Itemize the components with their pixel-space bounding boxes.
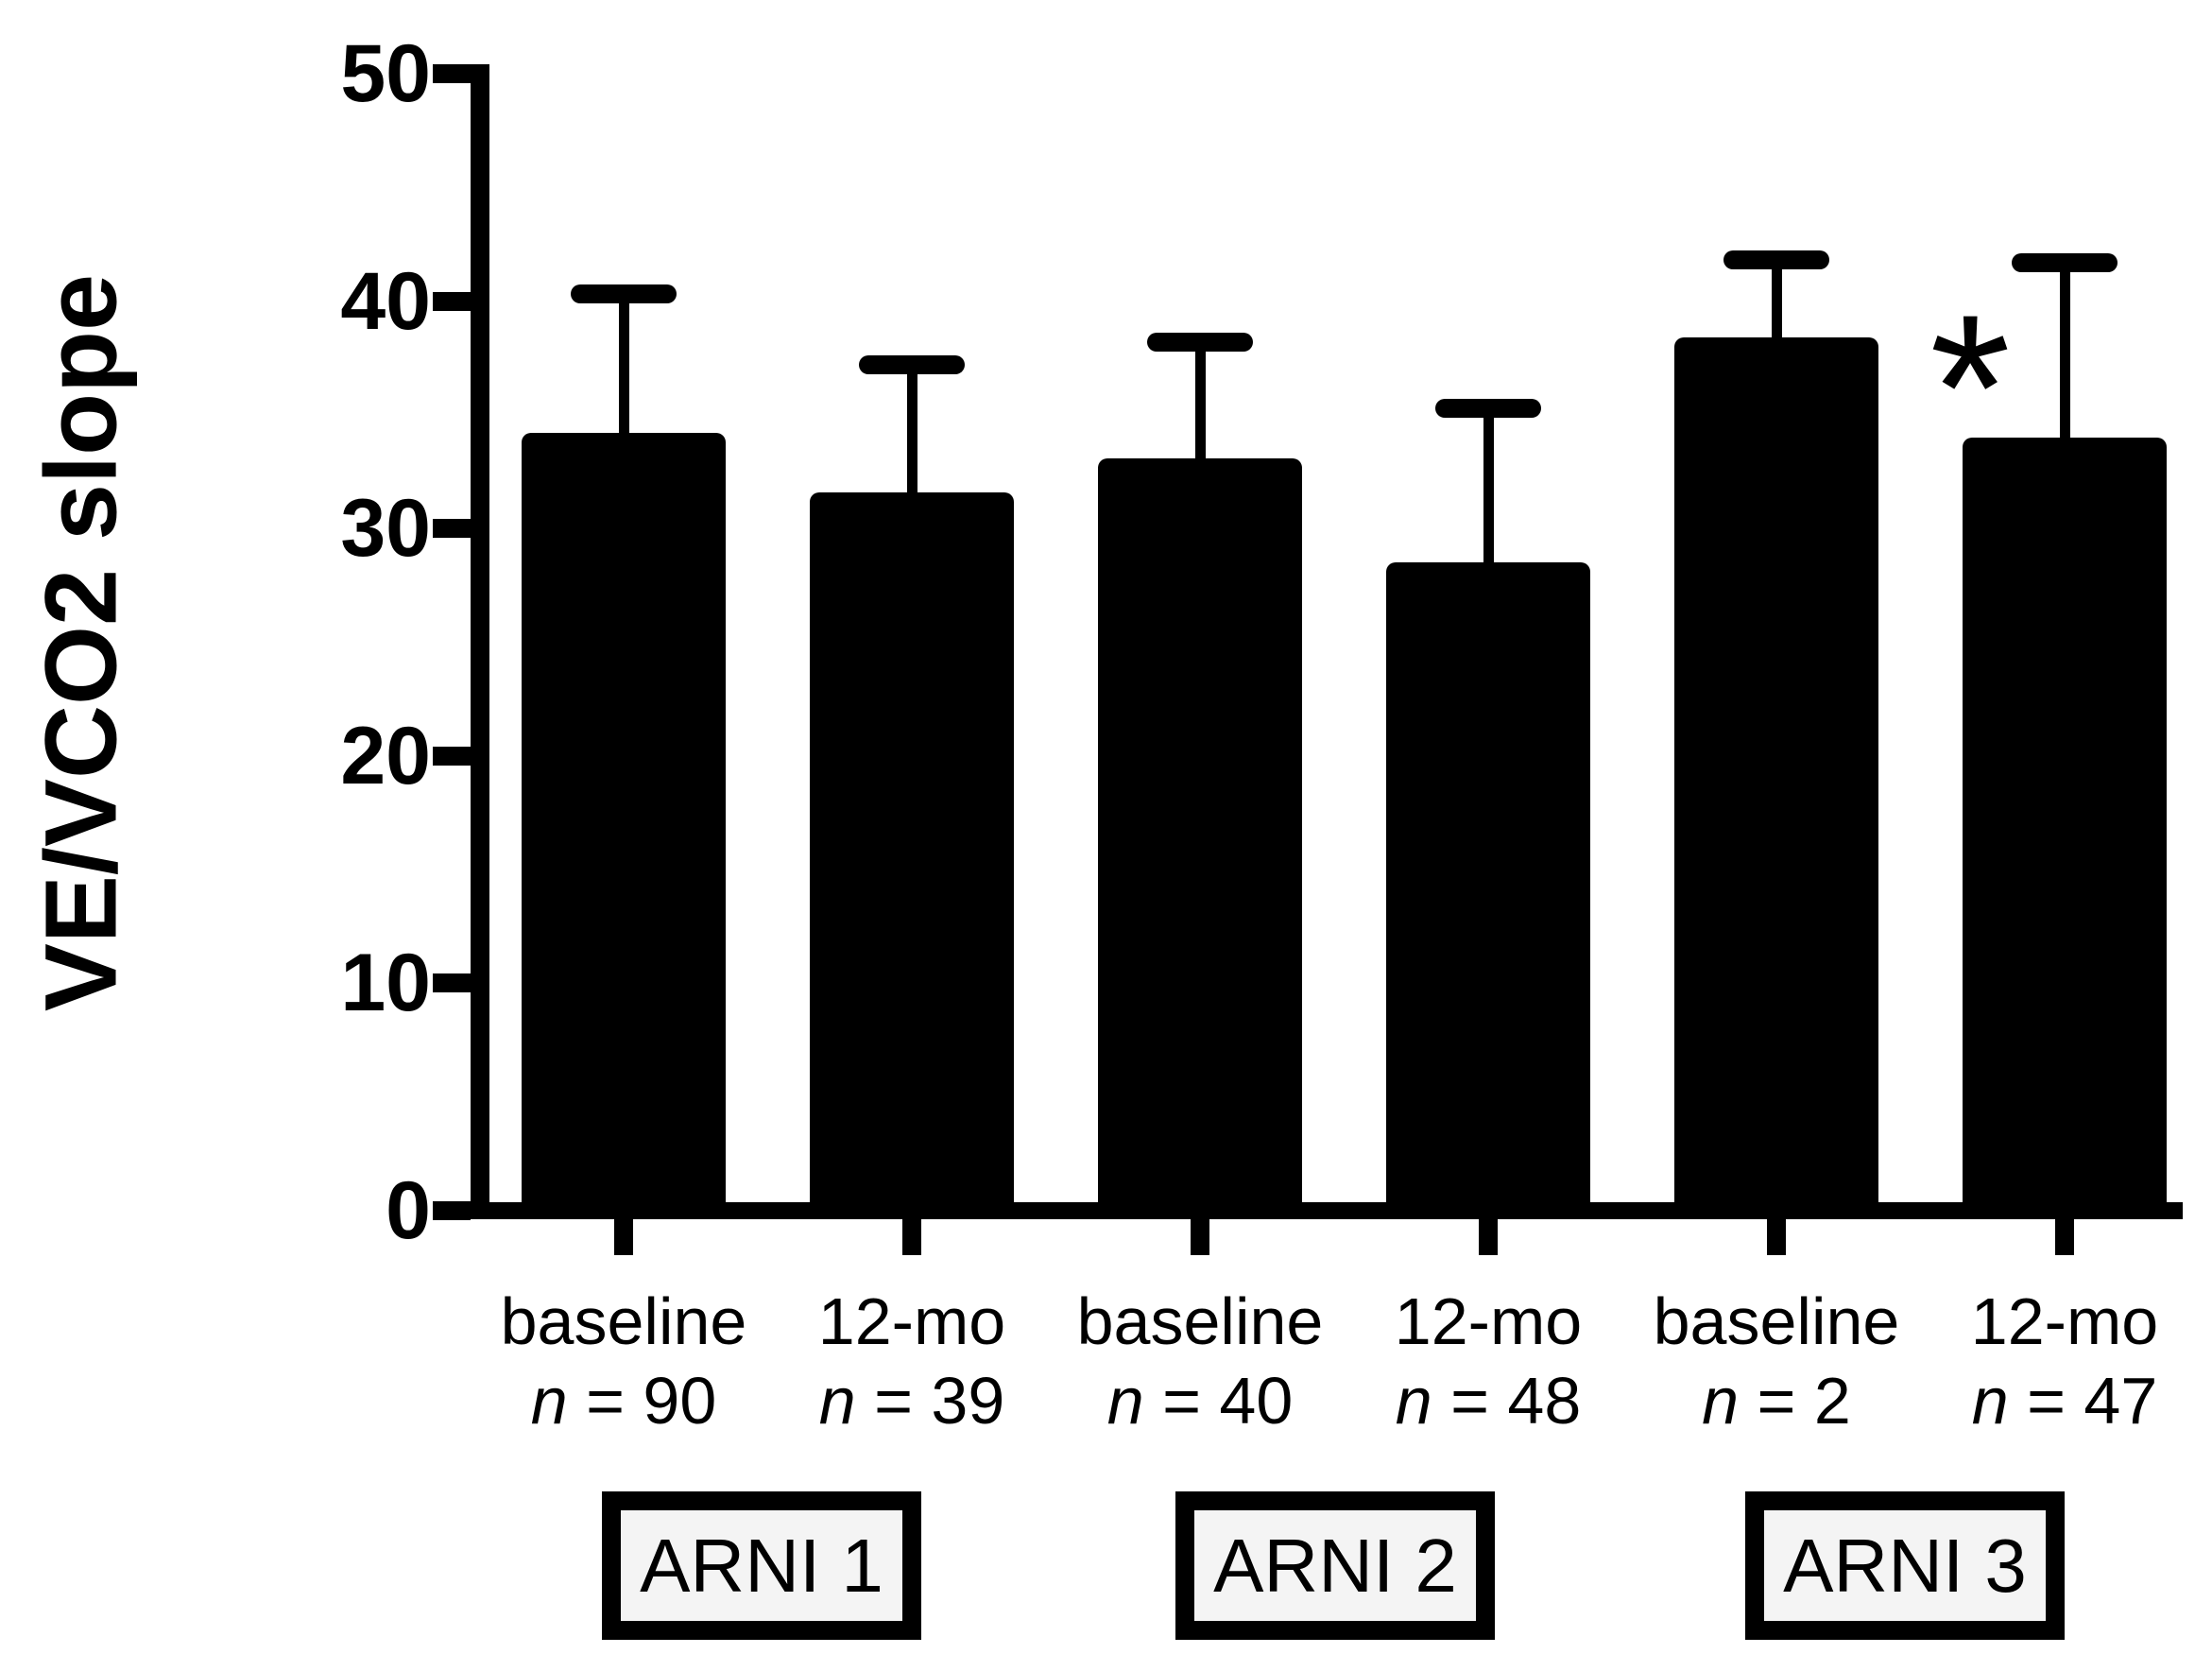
error-bar-cap [571,284,677,304]
group-box-label: ARNI 1 [640,1523,883,1608]
x-axis-tick [1767,1219,1786,1255]
error-bar-cap [1147,332,1253,352]
n-label: n = 90 [530,1364,717,1438]
n-label: n = 48 [1395,1364,1582,1438]
bar [1098,457,1302,1211]
x-axis-tick [614,1219,633,1255]
x-axis-line [471,1202,2183,1219]
y-axis-tick [433,519,471,539]
error-bar-cap [859,354,965,374]
error-bar-stem [618,294,629,434]
timepoint-label: 12-mo [1970,1284,2159,1358]
y-tick-label: 20 [340,710,431,801]
group-box-label: ARNI 3 [1783,1523,2027,1608]
error-bar-cap [1723,250,1829,270]
timepoint-label: baseline [1076,1284,1324,1358]
y-axis-tick [433,1201,471,1220]
timepoint-label: 12-mo [817,1284,1006,1358]
x-axis-tick [1479,1219,1498,1255]
x-axis-tick [902,1219,921,1255]
error-bar-cap [1435,398,1541,418]
x-category-label: baseline n = 40 [1011,1282,1389,1440]
group-box: ARNI 2 [1175,1491,1495,1640]
x-category-label: baseline n = 90 [435,1282,813,1440]
y-axis-tick [433,746,471,766]
error-bar-stem [1194,341,1206,458]
bar [1674,337,1878,1211]
y-axis-title: VE/VCO2 slope [23,273,138,1012]
y-axis-tick [433,973,471,993]
y-axis-tick [433,64,471,83]
group-box: ARNI 3 [1745,1491,2065,1640]
x-category-label: baseline n = 2 [1587,1282,1965,1440]
timepoint-label: baseline [500,1284,747,1358]
timepoint-label: 12-mo [1394,1284,1583,1358]
group-box-label: ARNI 2 [1213,1523,1457,1608]
x-axis-tick [2055,1219,2074,1255]
bar [810,491,1014,1211]
bar [1963,437,2167,1211]
x-category-label: 12-mo n = 48 [1299,1282,1677,1440]
error-bar-stem [1483,407,1494,563]
n-label: n = 40 [1106,1364,1294,1438]
y-axis-tick [433,291,471,311]
error-bar-stem [906,364,917,492]
y-tick-label: 10 [340,938,431,1029]
y-tick-label: 30 [340,483,431,575]
y-tick-label: 50 [340,28,431,119]
group-box: ARNI 1 [602,1491,921,1640]
x-axis-tick [1191,1219,1209,1255]
x-category-label: 12-mo n = 47 [1876,1282,2212,1440]
n-label: n = 47 [1971,1364,2158,1438]
x-category-label: 12-mo n = 39 [723,1282,1101,1440]
y-tick-label: 0 [386,1165,431,1256]
n-label: n = 2 [1702,1364,1851,1438]
y-axis-line [471,64,489,1219]
significance-asterisk: * [1929,271,2011,504]
error-bar-stem [2059,262,2070,438]
bar [1386,562,1590,1211]
timepoint-label: baseline [1653,1284,1900,1358]
bar [522,433,726,1211]
error-bar-cap [2012,252,2118,272]
error-bar-stem [1771,260,1782,338]
n-label: n = 39 [818,1364,1005,1438]
y-tick-label: 40 [340,255,431,347]
